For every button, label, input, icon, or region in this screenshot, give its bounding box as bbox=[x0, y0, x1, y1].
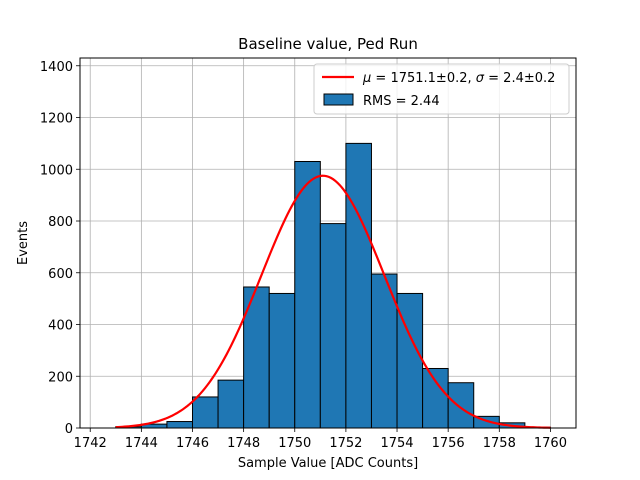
gaussian-fit-curve bbox=[115, 174, 551, 429]
histogram-bar bbox=[268, 292, 296, 429]
histogram-bar bbox=[345, 142, 372, 429]
x-tick-label: 1742 bbox=[74, 436, 107, 451]
x-tick-label: 1752 bbox=[329, 436, 362, 451]
histogram-bar bbox=[217, 379, 245, 429]
gaussian-fit bbox=[115, 174, 551, 429]
y-tick-label: 600 bbox=[48, 267, 73, 282]
x-axis-ticks: 1742 1744 1746 1748 1750 1752 1754 1756 1758 1760 bbox=[74, 428, 567, 451]
y-axis-ticks: 0 200 400 600 800 1000 1200 1400 bbox=[40, 60, 80, 437]
histogram-bar bbox=[447, 382, 475, 429]
legend-box bbox=[313, 63, 570, 115]
histogram-bar bbox=[422, 367, 449, 429]
legend-mu-symbol: μ bbox=[362, 71, 371, 86]
histogram-bar bbox=[294, 160, 321, 429]
x-axis-label: Sample Value [ADC Counts] bbox=[238, 456, 418, 471]
x-tick-label: 1744 bbox=[125, 436, 158, 451]
y-tick-label: 1000 bbox=[40, 163, 73, 178]
x-tick-label: 1760 bbox=[534, 436, 567, 451]
x-tick-label: 1754 bbox=[380, 436, 413, 451]
plot-frame bbox=[79, 57, 577, 429]
x-tick-label: 1748 bbox=[227, 436, 260, 451]
x-tick-label: 1758 bbox=[483, 436, 516, 451]
histogram-bar bbox=[191, 396, 219, 429]
histogram-bar bbox=[319, 223, 347, 429]
legend-mu-value: = 1751.1±0.2, bbox=[371, 71, 475, 86]
legend-histogram-swatch bbox=[323, 93, 354, 106]
y-tick-label: 1400 bbox=[40, 60, 73, 75]
y-tick-label: 0 bbox=[65, 422, 73, 437]
legend-sigma-value: = 2.4±0.2 bbox=[484, 71, 555, 86]
legend: μ = 1751.1±0.2, σ = 2.4±0.2 RMS = 2.44 bbox=[313, 63, 570, 115]
legend-histogram-label: RMS = 2.44 bbox=[363, 94, 440, 109]
y-tick-label: 200 bbox=[48, 370, 73, 385]
y-tick-label: 1200 bbox=[40, 112, 73, 127]
x-tick-label: 1750 bbox=[278, 436, 311, 451]
y-tick-label: 800 bbox=[48, 215, 73, 230]
chart-title: Baseline value, Ped Run bbox=[238, 35, 418, 53]
y-axis-label: Events bbox=[16, 221, 31, 265]
x-tick-label: 1746 bbox=[176, 436, 209, 451]
legend-sigma-symbol: σ bbox=[476, 71, 485, 86]
histogram-bar bbox=[166, 421, 193, 429]
y-tick-label: 400 bbox=[48, 319, 73, 334]
legend-fit-label: μ = 1751.1±0.2, σ = 2.4±0.2 bbox=[362, 71, 555, 86]
x-tick-label: 1756 bbox=[432, 436, 465, 451]
